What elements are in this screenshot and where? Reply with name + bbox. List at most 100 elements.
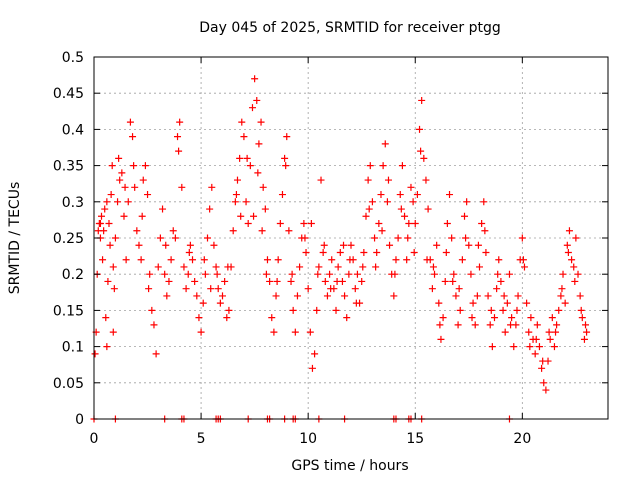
data-point [206,205,214,213]
y-tick-label: 0 [75,412,84,428]
data-point [315,263,323,271]
data-point [184,270,192,278]
data-point [231,198,239,206]
data-point [424,205,432,213]
data-point [328,256,336,264]
data-point [505,270,513,278]
y-tick-label: 0.4 [62,122,84,138]
data-point [557,292,565,300]
data-point [313,306,321,314]
data-point [233,176,241,184]
data-point [115,154,123,162]
data-point [122,256,130,264]
data-point [281,154,289,162]
y-tick-label: 0.25 [53,231,84,247]
data-point [176,118,184,126]
data-point [169,227,177,235]
x-tick-label: 0 [90,431,99,447]
data-point [144,191,152,199]
data-point [494,270,502,278]
data-point [116,176,124,184]
y-tick-label: 0.35 [53,159,84,175]
data-point [307,220,315,228]
data-point [246,162,254,170]
x-tick-label: 20 [513,431,531,447]
data-point [558,285,566,293]
data-point [398,162,406,170]
data-point [101,205,109,213]
data-point [212,263,220,271]
data-point [559,270,567,278]
data-point [495,256,503,264]
data-point [482,248,490,256]
data-point [141,162,149,170]
data-point [423,256,431,264]
data-point [224,263,232,271]
data-point [223,314,231,322]
data-point [391,270,399,278]
data-point [137,256,145,264]
data-point [319,248,327,256]
data-point [527,314,535,322]
data-point [306,328,314,336]
data-point [507,321,515,329]
data-point [580,335,588,343]
data-point [366,162,374,170]
data-point [333,277,341,285]
data-point [532,335,540,343]
data-point [574,270,582,278]
data-point [300,220,308,228]
data-point [236,154,244,162]
data-point [539,357,547,365]
data-point [304,285,312,293]
data-point [500,292,508,300]
data-point [364,176,372,184]
data-point [563,241,571,249]
data-point [429,263,437,271]
data-point [204,234,212,242]
data-point [106,241,114,249]
data-point [486,321,494,329]
data-point [373,248,381,256]
data-point [480,198,488,206]
data-point [133,227,141,235]
data-point [262,270,270,278]
data-point [571,277,579,285]
data-point [435,299,443,307]
data-point [561,299,569,307]
data-point [91,350,99,358]
data-point [365,205,373,213]
data-point [165,277,173,285]
y-tick-label: 0.2 [62,267,84,283]
x-tick-label: 10 [299,431,317,447]
data-point [248,104,256,112]
data-point [437,335,445,343]
data-point [109,263,117,271]
data-point [346,256,354,264]
data-point [481,227,489,235]
data-point [301,234,309,242]
data-point [293,292,301,300]
data-point [347,241,355,249]
data-point [266,277,274,285]
x-tick-label: 5 [197,431,206,447]
data-point [540,379,548,387]
data-point [191,277,199,285]
data-point [360,248,368,256]
data-point [237,212,245,220]
data-point [242,198,250,206]
y-tick-label: 0.5 [62,50,84,66]
data-point [148,306,156,314]
y-tick-label: 0.45 [53,86,84,102]
data-point [139,176,147,184]
data-point [413,191,421,199]
data-point [135,241,143,249]
data-point [381,140,389,148]
data-point [441,277,449,285]
data-point [291,328,299,336]
data-point [320,241,328,249]
y-tick-label: 0.3 [62,195,84,211]
data-point [185,248,193,256]
data-point [484,292,492,300]
data-point [508,314,516,322]
